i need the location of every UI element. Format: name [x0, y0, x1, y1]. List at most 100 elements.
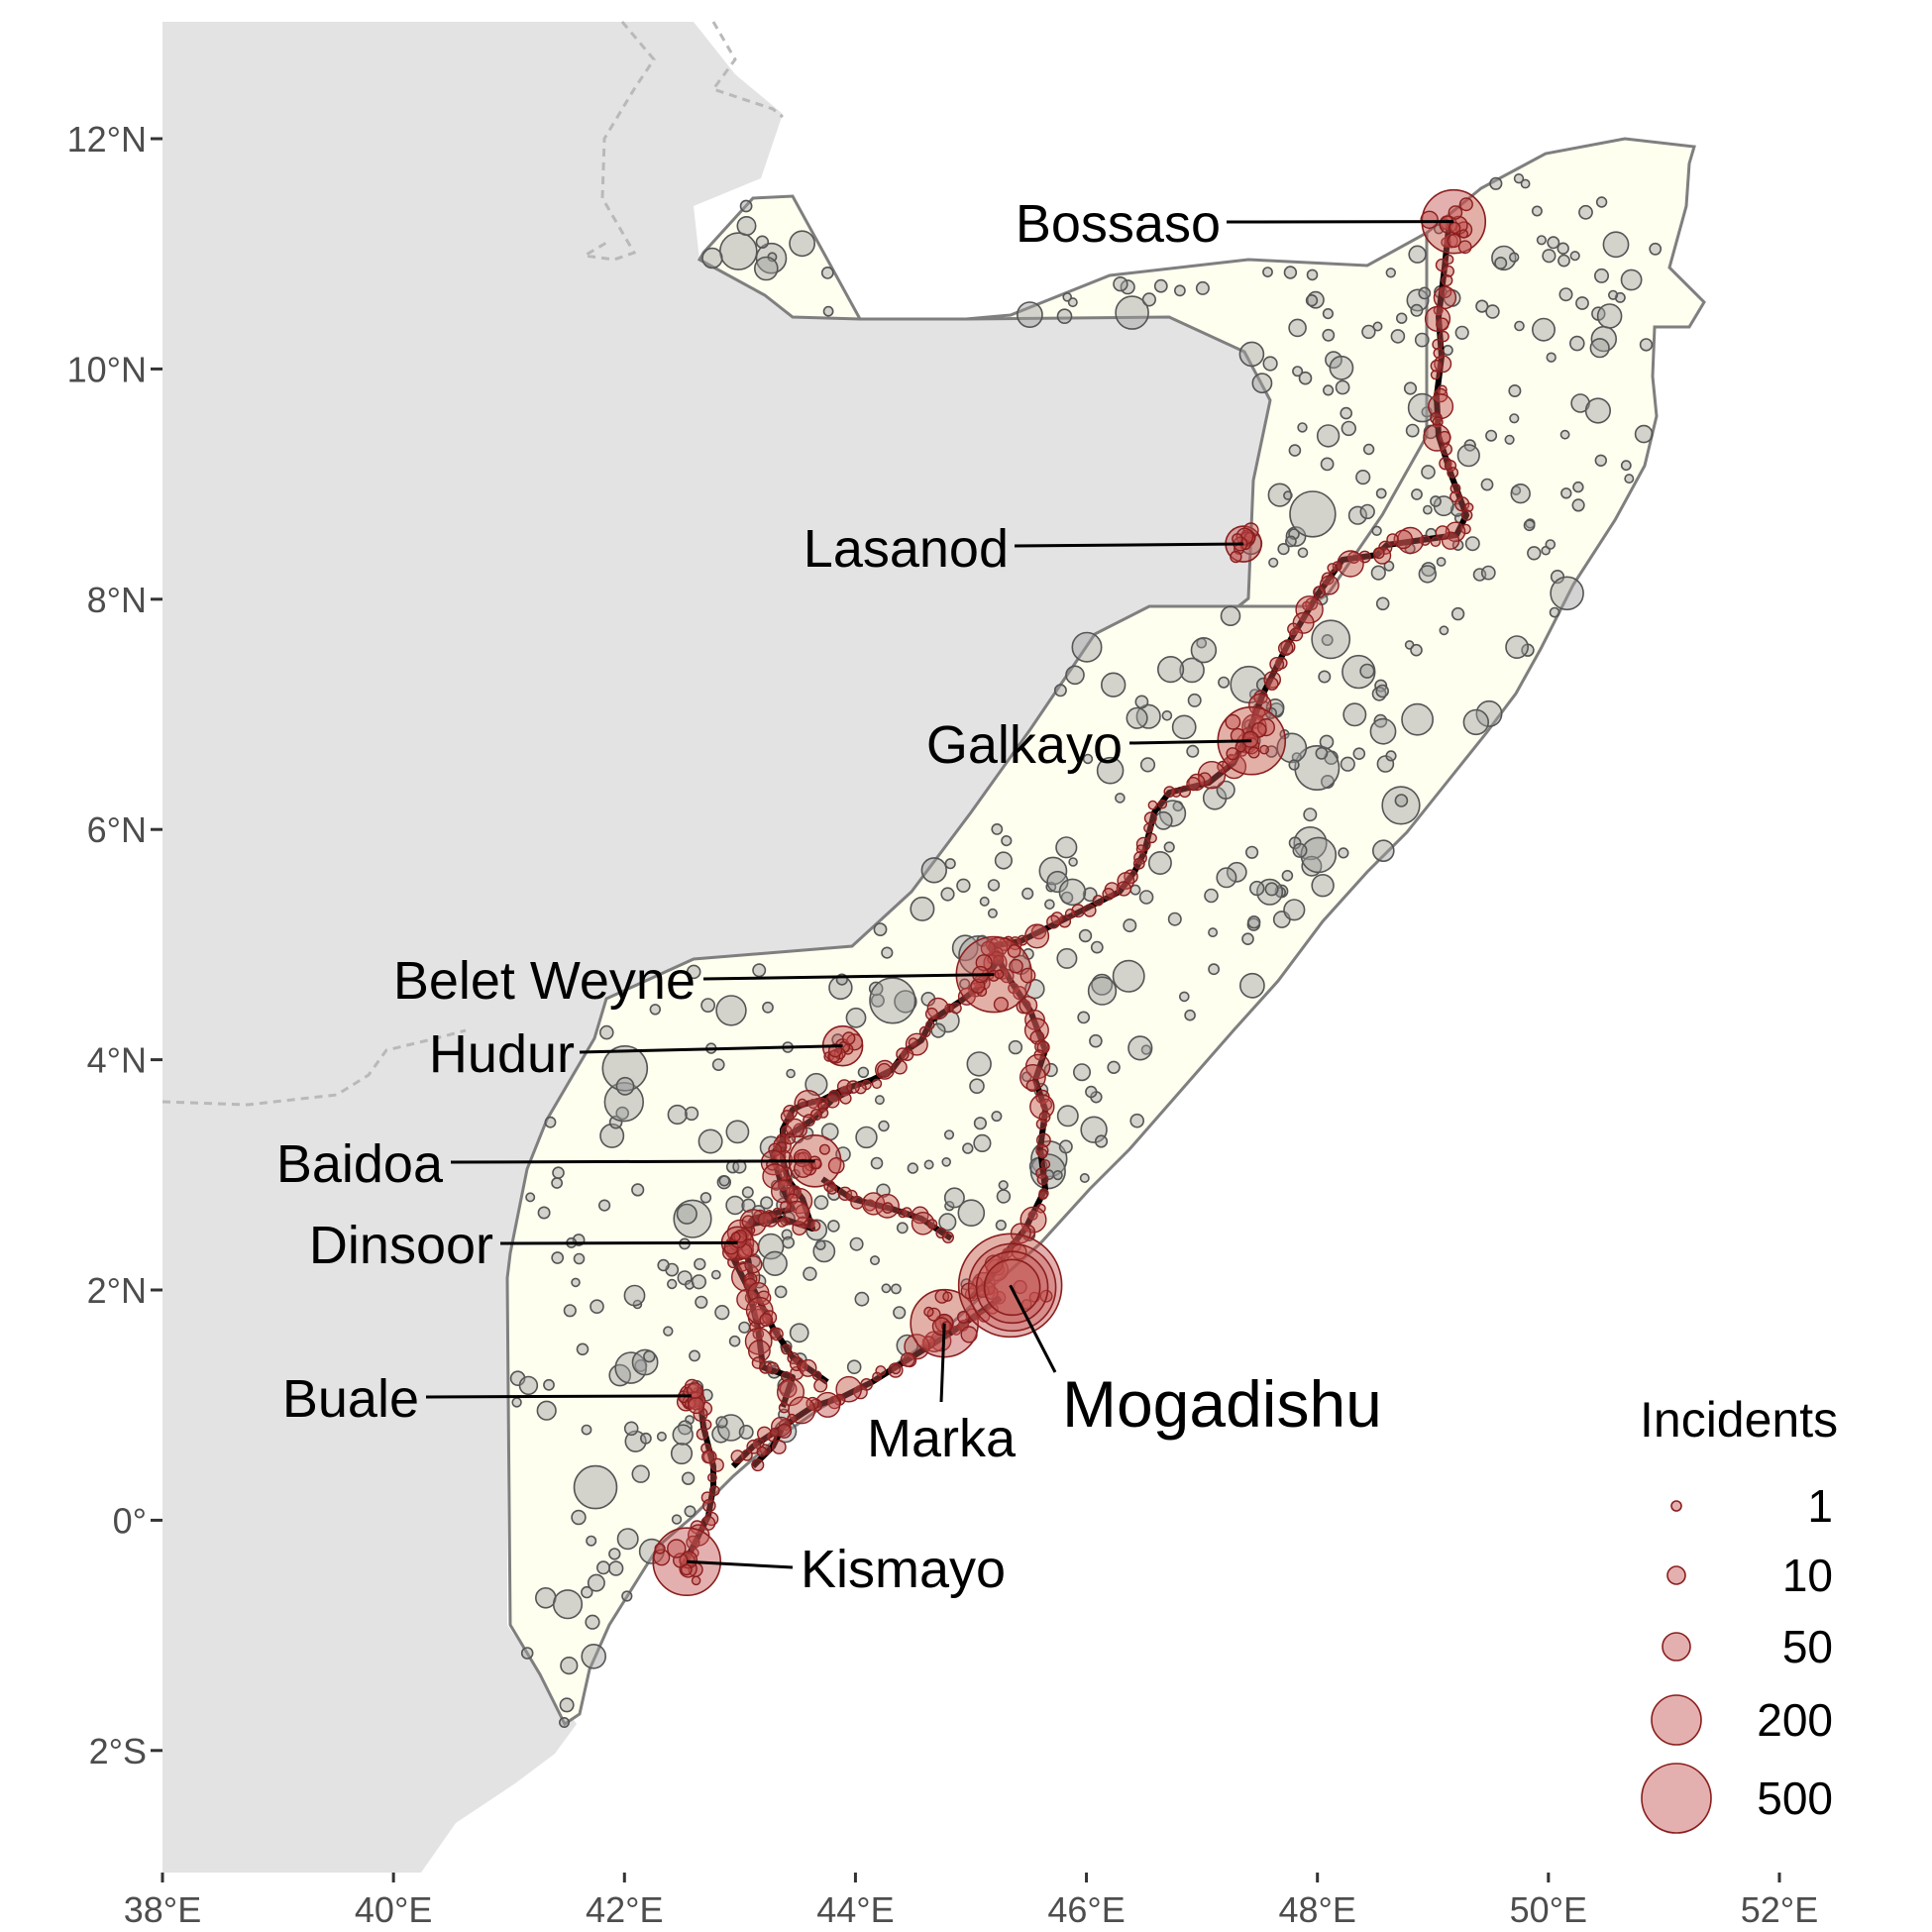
grey-incident-point: [1634, 424, 1654, 444]
red-incident-point: [957, 987, 976, 1006]
red-incident-point: [1035, 1203, 1046, 1214]
grey-incident-point: [1305, 294, 1319, 307]
grey-incident-point: [987, 879, 1001, 892]
grey-incident-point: [1542, 249, 1556, 264]
red-incident-point: [1305, 597, 1319, 611]
city-label: Galkayo: [926, 715, 1123, 775]
grey-incident-point: [868, 981, 884, 997]
red-incident-point: [757, 1212, 774, 1228]
grey-incident-point: [1277, 542, 1290, 556]
grey-incident-point: [603, 1081, 644, 1123]
red-incident-point: [781, 1343, 793, 1355]
grey-incident-point: [667, 1104, 688, 1126]
grey-incident-point: [973, 1133, 992, 1152]
grey-incident-point: [1306, 268, 1319, 281]
grey-incident-point: [559, 1697, 575, 1713]
red-incident-point: [743, 1277, 758, 1292]
grey-incident-point: [1001, 834, 1013, 847]
grey-incident-point: [1067, 297, 1078, 308]
grey-incident-point: [1405, 423, 1420, 438]
x-tick-label: 48°E: [1278, 1889, 1355, 1930]
red-incident-point: [1442, 265, 1455, 277]
grey-incident-point: [998, 1180, 1009, 1191]
grey-incident-point: [1094, 1134, 1109, 1148]
grey-incident-point: [657, 1258, 670, 1272]
grey-incident-point: [849, 1236, 864, 1251]
grey-incident-point: [1187, 693, 1202, 707]
x-tick-label: 46°E: [1047, 1889, 1125, 1930]
grey-incident-point: [1216, 780, 1235, 800]
grey-incident-point: [1381, 786, 1421, 825]
red-incident-point: [1009, 958, 1023, 974]
grey-incident-point: [1300, 836, 1338, 874]
red-incident-point: [1035, 1143, 1049, 1157]
red-incident-point: [846, 1080, 860, 1094]
grey-incident-point: [558, 1717, 570, 1729]
grey-incident-point: [1140, 1044, 1152, 1055]
grey-incident-point: [673, 1199, 712, 1238]
grey-incident-point: [1135, 703, 1161, 729]
grey-incident-point: [1153, 810, 1173, 830]
grey-incident-point: [1372, 839, 1395, 863]
grey-incident-point: [907, 1162, 918, 1174]
grey-incident-point: [525, 1192, 536, 1203]
y-tick-label: 8°N: [87, 580, 147, 620]
grey-incident-point: [534, 1587, 557, 1609]
red-incident-point: [827, 1157, 845, 1174]
red-incident-point: [1102, 888, 1116, 901]
red-incident-point: [807, 1098, 818, 1110]
grey-incident-point: [1371, 525, 1382, 536]
red-incident-point: [900, 1351, 915, 1367]
grey-incident-point: [1052, 1169, 1063, 1181]
grey-incident-point: [1315, 746, 1329, 760]
red-incident-point: [741, 1215, 755, 1229]
red-incident-point: [701, 1449, 715, 1464]
grey-incident-point: [1423, 504, 1433, 515]
grey-incident-point: [995, 1219, 1007, 1232]
grey-incident-point: [1107, 1060, 1121, 1075]
grey-incident-point: [686, 964, 701, 980]
legend-title: Incidents: [1640, 1392, 1838, 1448]
legend-size-key: [1662, 1632, 1691, 1662]
red-incident-point: [1046, 914, 1061, 929]
red-incident-point: [1441, 531, 1460, 550]
red-incident-point: [1039, 1098, 1053, 1112]
grey-incident-point: [1509, 413, 1520, 424]
red-incident-point: [1265, 677, 1279, 691]
grey-incident-point: [991, 823, 1004, 835]
grey-incident-point: [1340, 406, 1352, 420]
grey-incident-point: [585, 1614, 600, 1630]
red-incident-point: [680, 1563, 693, 1576]
red-incident-point: [911, 1212, 935, 1235]
red-incident-point: [1163, 786, 1176, 798]
y-tick-label: 12°N: [67, 119, 147, 160]
red-incident-point: [1259, 744, 1270, 755]
red-incident-point: [722, 1243, 739, 1261]
grey-incident-point: [607, 1560, 624, 1576]
grey-incident-point: [718, 232, 758, 270]
grey-incident-point: [760, 1196, 774, 1210]
red-incident-point: [752, 1328, 765, 1341]
grey-incident-point: [587, 1573, 605, 1592]
red-incident-point: [730, 1232, 741, 1242]
grey-incident-point: [1442, 344, 1453, 356]
grey-incident-point: [616, 1528, 639, 1551]
red-incident-point: [1448, 221, 1461, 235]
grey-incident-point: [1536, 235, 1547, 246]
grey-incident-point: [738, 1321, 751, 1334]
red-incident-point: [896, 1047, 910, 1061]
grey-incident-point: [854, 1291, 870, 1307]
grey-incident-point: [1163, 841, 1175, 853]
grey-incident-point: [716, 1414, 745, 1442]
grey-incident-point: [1410, 643, 1423, 657]
grey-incident-point: [573, 1464, 618, 1510]
grey-incident-point: [1038, 856, 1068, 886]
y-tick-label: 6°N: [87, 809, 147, 850]
grey-incident-point: [973, 1117, 988, 1130]
red-incident-point: [748, 1340, 771, 1363]
red-incident-point: [1435, 525, 1450, 540]
grey-incident-point: [1410, 303, 1424, 317]
grey-incident-point: [1307, 290, 1325, 309]
grey-incident-point: [1369, 717, 1397, 745]
grey-incident-point: [631, 1464, 650, 1483]
